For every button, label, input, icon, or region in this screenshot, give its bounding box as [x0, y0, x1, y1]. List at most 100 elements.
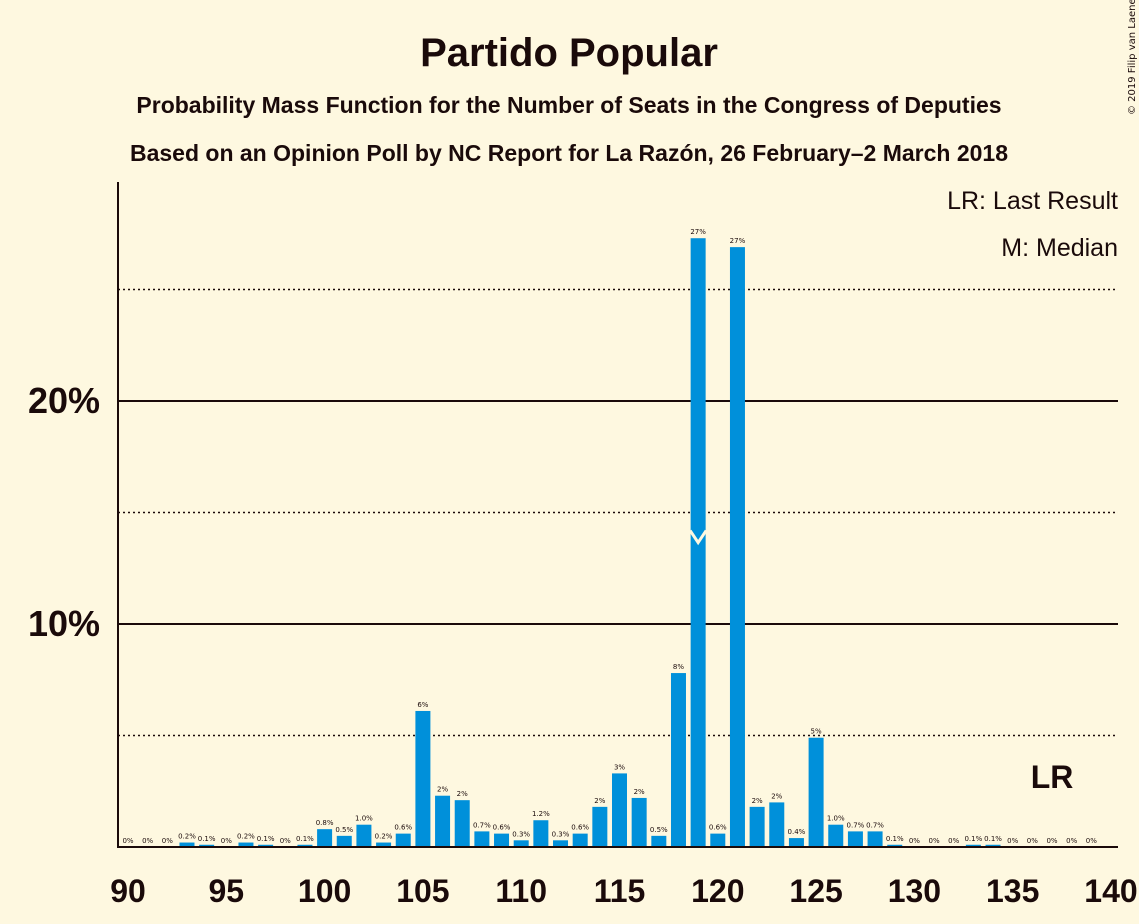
- bar-112: [553, 840, 569, 847]
- x-tick-140: 140: [1084, 873, 1137, 909]
- bar-126: [828, 824, 844, 847]
- bar-label-130: 0%: [909, 837, 920, 845]
- bar-label-109: 0.6%: [493, 824, 511, 832]
- bar-label-136: 0%: [1027, 837, 1038, 845]
- bar-134: [985, 844, 1001, 847]
- bar-label-90: 0%: [122, 837, 133, 845]
- x-tick-95: 95: [209, 873, 245, 909]
- bar-99: [297, 844, 313, 847]
- bar-label-116: 2%: [634, 788, 645, 796]
- bar-93: [179, 842, 195, 847]
- bar-label-113: 0.6%: [571, 824, 589, 832]
- bar-label-101: 0.5%: [335, 826, 353, 834]
- bar-117: [651, 835, 667, 847]
- bar-label-119: 27%: [690, 228, 706, 236]
- x-tick-100: 100: [298, 873, 351, 909]
- bar-label-123: 2%: [771, 792, 782, 800]
- bar-label-92: 0%: [162, 837, 173, 845]
- x-tick-125: 125: [789, 873, 842, 909]
- bar-label-133: 0.1%: [964, 835, 982, 843]
- bar-115: [612, 773, 627, 847]
- bar-110: [513, 840, 529, 847]
- bar-label-95: 0%: [221, 837, 232, 845]
- bar-123: [769, 802, 785, 847]
- bar-102: [356, 824, 372, 847]
- bar-label-103: 0.2%: [375, 833, 393, 841]
- y-tick-20: 20%: [28, 380, 100, 421]
- x-tick-120: 120: [691, 873, 744, 909]
- bar-label-93: 0.2%: [178, 833, 196, 841]
- bar-96: [238, 842, 254, 847]
- copyright-text: © 2019 Filip van Laenen: [1127, 0, 1138, 115]
- x-tick-130: 130: [888, 873, 941, 909]
- bar-127: [847, 831, 863, 847]
- bar-label-112: 0.3%: [552, 830, 570, 838]
- bar-124: [788, 838, 804, 847]
- bar-94: [199, 844, 215, 847]
- bar-125: [808, 737, 824, 847]
- chart-subtitle-1: Probability Mass Function for the Number…: [136, 92, 1001, 118]
- bar-113: [572, 833, 588, 847]
- x-tick-90: 90: [110, 873, 146, 909]
- bar-label-131: 0%: [929, 837, 940, 845]
- bar-128: [867, 831, 883, 847]
- bar-120: [710, 833, 726, 847]
- bar-label-118: 8%: [673, 663, 684, 671]
- bar-100: [317, 829, 333, 847]
- bar-label-124: 0.4%: [788, 828, 806, 836]
- bar-label-117: 0.5%: [650, 826, 668, 834]
- bar-105: [415, 710, 431, 847]
- bar-108: [474, 831, 490, 847]
- bar-label-97: 0.1%: [257, 835, 275, 843]
- bar-label-121: 27%: [730, 237, 746, 245]
- bar-label-122: 2%: [752, 797, 763, 805]
- bar-label-125: 5%: [811, 728, 822, 736]
- bar-133: [965, 844, 981, 847]
- bar-label-98: 0%: [280, 837, 291, 845]
- bar-label-102: 1.0%: [355, 815, 373, 823]
- bar-label-107: 2%: [457, 790, 468, 798]
- bar-label-108: 0.7%: [473, 821, 491, 829]
- x-tick-110: 110: [495, 873, 547, 909]
- bar-label-100: 0.8%: [316, 819, 334, 827]
- bar-label-104: 0.6%: [394, 824, 412, 832]
- bar-label-96: 0.2%: [237, 833, 255, 841]
- last-result-marker: LR: [1031, 759, 1074, 795]
- bar-label-135: 0%: [1007, 837, 1018, 845]
- bar-114: [592, 806, 608, 847]
- bar-label-114: 2%: [594, 797, 605, 805]
- chart-subtitle-2: Based on an Opinion Poll by NC Report fo…: [130, 140, 1008, 166]
- bar-116: [631, 797, 647, 847]
- bar-label-129: 0.1%: [886, 835, 904, 843]
- bar-label-132: 0%: [948, 837, 959, 845]
- bar-label-110: 0.3%: [512, 830, 530, 838]
- bar-122: [749, 806, 765, 847]
- bar-label-127: 0.7%: [847, 821, 865, 829]
- bar-101: [336, 835, 352, 847]
- bar-129: [887, 844, 903, 847]
- bar-label-128: 0.7%: [866, 821, 884, 829]
- bar-103: [376, 842, 392, 847]
- bar-label-105: 6%: [417, 701, 428, 709]
- bar-label-120: 0.6%: [709, 824, 727, 832]
- bar-label-106: 2%: [437, 786, 448, 794]
- bar-107: [454, 800, 470, 847]
- bar-97: [258, 844, 274, 847]
- plot-area: 0% 0% 0%0.2% 0.1% 0%0.2% 0.1% 0% 0.1%0.8%0.5%1.…: [28, 182, 1138, 909]
- bar-label-134: 0.1%: [984, 835, 1002, 843]
- bar-label-91: 0%: [142, 837, 153, 845]
- bar-106: [435, 795, 451, 847]
- legend-last-result: LR: Last Result: [947, 187, 1118, 215]
- bar-label-94: 0.1%: [198, 835, 216, 843]
- bar-111: [533, 820, 549, 847]
- x-tick-105: 105: [396, 873, 449, 909]
- bar-label-137: 0%: [1046, 837, 1057, 845]
- bar-104: [395, 833, 411, 847]
- bar-label-99: 0.1%: [296, 835, 314, 843]
- bar-label-126: 1.0%: [827, 815, 845, 823]
- bar-109: [494, 833, 510, 847]
- bar-118: [670, 673, 686, 847]
- bar-121: [729, 247, 745, 847]
- legend-median: M: Median: [1001, 234, 1118, 262]
